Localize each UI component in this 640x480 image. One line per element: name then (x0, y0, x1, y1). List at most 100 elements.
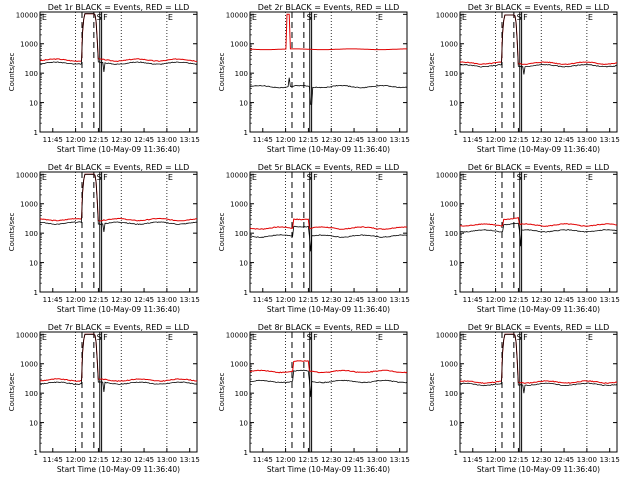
x-tick-label: 12:30 (111, 296, 131, 304)
y-axis-label: Counts/sec (428, 213, 436, 252)
y-tick-label: 10000 (16, 171, 38, 179)
event-marker: F (313, 333, 318, 342)
plot-frame (249, 11, 408, 133)
chart-panel-6: Det 6r BLACK = Events, RED = LLD 1 10 100 10… (428, 163, 620, 314)
x-tick-label: 12:30 (321, 296, 341, 304)
x-tick-label: 13:15 (180, 456, 200, 464)
event-marker: E (42, 173, 47, 182)
x-tick-label: 11:45 (463, 296, 483, 304)
event-marker: E (462, 13, 467, 22)
x-tick-label: 12:00 (486, 296, 506, 304)
x-tick-label: 12:45 (344, 456, 364, 464)
y-tick-label: 100 (445, 390, 458, 398)
x-tick-label: 12:30 (531, 136, 551, 144)
y-tick-label: 100 (445, 70, 458, 78)
x-tick-label: 12:30 (111, 456, 131, 464)
y-axis-label: Counts/sec (428, 53, 436, 92)
y-tick-label: 10 (239, 420, 248, 428)
x-tick-label: 12:30 (321, 136, 341, 144)
event-marker: F (523, 173, 528, 182)
plot-frame (39, 11, 198, 133)
x-tick-label: 12:00 (276, 296, 296, 304)
event-marker: E (42, 13, 47, 22)
x-tick-label: 12:00 (486, 136, 506, 144)
y-tick-label: 1000 (440, 361, 458, 369)
y-tick-label: 10000 (436, 11, 458, 19)
event-marker: E (252, 13, 257, 22)
y-tick-label: 1 (454, 449, 458, 457)
events-series-line (39, 173, 198, 232)
x-tick-label: 13:00 (157, 136, 177, 144)
x-tick-label: 13:00 (367, 456, 387, 464)
plot-frame (249, 171, 408, 293)
lld-series-line (459, 333, 618, 384)
y-tick-label: 1 (34, 129, 38, 137)
x-tick-label: 13:15 (180, 136, 200, 144)
chart-title: Det 7r BLACK = Events, RED = LLD (48, 323, 190, 332)
event-marker: E (42, 333, 47, 342)
x-tick-label: 12:45 (554, 456, 574, 464)
y-tick-label: 1000 (20, 361, 38, 369)
event-marker: F (103, 13, 108, 22)
events-series-line (459, 222, 617, 247)
chart-panel-3: Det 3r BLACK = Events, RED = LLD 1 10 100 10… (428, 3, 620, 154)
x-tick-label: 12:45 (554, 296, 574, 304)
y-tick-label: 100 (25, 230, 38, 238)
lld-series-line (459, 216, 618, 227)
y-tick-label: 1000 (440, 201, 458, 209)
x-tick-label: 12:15 (508, 136, 528, 144)
x-tick-label: 12:15 (508, 296, 528, 304)
x-tick-label: 12:45 (344, 296, 364, 304)
x-tick-label: 11:45 (463, 136, 483, 144)
y-tick-label: 100 (235, 70, 248, 78)
x-tick-label: 12:15 (298, 296, 318, 304)
y-axis-label: Counts/sec (218, 213, 226, 252)
lld-series-line (39, 13, 197, 63)
y-tick-label: 10 (239, 100, 248, 108)
event-marker: E (462, 173, 467, 182)
events-series-line (39, 333, 198, 392)
y-tick-label: 100 (235, 390, 248, 398)
y-tick-label: 10000 (226, 171, 248, 179)
plot-frame (249, 331, 408, 453)
x-tick-label: 12:15 (508, 456, 528, 464)
x-tick-label: 13:00 (577, 136, 597, 144)
y-tick-label: 1000 (230, 361, 248, 369)
event-marker: E (378, 13, 383, 22)
y-tick-label: 10000 (226, 331, 248, 339)
chart-panel-4: Det 4r BLACK = Events, RED = LLD 1 10 100 10… (8, 163, 200, 314)
x-tick-label: 12:00 (66, 456, 86, 464)
x-axis-label: Start Time (10-May-09 11:36:40) (267, 305, 390, 314)
x-axis-label: Start Time (10-May-09 11:36:40) (477, 145, 600, 154)
lld-series-line (39, 333, 198, 382)
chart-title: Det 1r BLACK = Events, RED = LLD (48, 3, 190, 12)
y-tick-label: 10 (29, 100, 38, 108)
event-marker: E (462, 333, 467, 342)
y-axis-label: Counts/sec (218, 373, 226, 412)
y-tick-label: 1 (244, 289, 248, 297)
x-tick-label: 12:15 (88, 136, 108, 144)
y-tick-label: 100 (445, 230, 458, 238)
chart-panel-5: Det 5r BLACK = Events, RED = LLD 1 10 100 10… (218, 163, 410, 314)
y-tick-label: 10 (449, 260, 458, 268)
events-series-line (459, 333, 618, 394)
event-marker: S (517, 173, 522, 182)
y-tick-label: 1 (34, 449, 38, 457)
event-marker: F (523, 13, 528, 22)
x-tick-label: 12:15 (88, 456, 108, 464)
x-tick-label: 12:30 (111, 136, 131, 144)
y-tick-label: 100 (25, 70, 38, 78)
event-marker: S (307, 333, 312, 342)
event-marker: E (588, 13, 593, 22)
event-marker: S (307, 13, 312, 22)
y-tick-label: 1 (244, 129, 248, 137)
x-tick-label: 13:00 (157, 456, 177, 464)
x-tick-label: 12:45 (134, 136, 154, 144)
x-axis-label: Start Time (10-May-09 11:36:40) (57, 145, 180, 154)
x-tick-label: 12:00 (66, 296, 86, 304)
chart-panel-9: Det 9r BLACK = Events, RED = LLD 1 10 100 10… (428, 323, 620, 474)
x-tick-label: 13:00 (577, 456, 597, 464)
chart-panel-1: Det 1r BLACK = Events, RED = LLD 1 10 100 10… (8, 3, 200, 154)
event-marker: S (97, 173, 102, 182)
